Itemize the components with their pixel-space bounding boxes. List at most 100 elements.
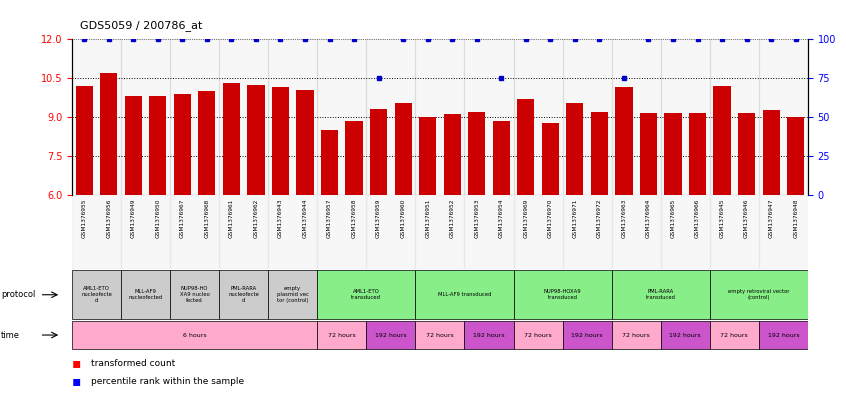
Bar bbox=[272, 87, 289, 195]
Text: NUP98-HO
XA9 nucleo
fected: NUP98-HO XA9 nucleo fected bbox=[179, 286, 210, 303]
Bar bbox=[563, 195, 612, 269]
Text: GSM1376964: GSM1376964 bbox=[646, 198, 651, 238]
Bar bbox=[394, 103, 412, 195]
Text: GSM1376950: GSM1376950 bbox=[156, 198, 160, 238]
Bar bbox=[591, 112, 608, 195]
Bar bbox=[72, 321, 317, 349]
Bar bbox=[612, 39, 661, 195]
Text: GSM1376953: GSM1376953 bbox=[475, 198, 479, 238]
Bar bbox=[710, 195, 759, 269]
Text: GSM1376958: GSM1376958 bbox=[352, 198, 356, 238]
Text: GSM1376945: GSM1376945 bbox=[720, 198, 724, 238]
Text: GSM1376960: GSM1376960 bbox=[401, 198, 405, 238]
Text: 72 hours: 72 hours bbox=[623, 332, 650, 338]
Bar bbox=[121, 39, 170, 195]
Text: GSM1376969: GSM1376969 bbox=[524, 198, 528, 238]
Bar bbox=[563, 321, 612, 349]
Text: GSM1376959: GSM1376959 bbox=[376, 198, 381, 238]
Text: 192 hours: 192 hours bbox=[669, 332, 701, 338]
Bar bbox=[415, 321, 464, 349]
Text: ▪: ▪ bbox=[72, 374, 81, 388]
Bar bbox=[121, 195, 170, 269]
Text: GSM1376962: GSM1376962 bbox=[254, 198, 258, 238]
Bar bbox=[566, 103, 584, 195]
Bar bbox=[738, 113, 755, 195]
Bar bbox=[514, 195, 563, 269]
Bar bbox=[170, 195, 219, 269]
Bar bbox=[710, 270, 808, 319]
Text: 72 hours: 72 hours bbox=[525, 332, 552, 338]
Bar bbox=[317, 321, 366, 349]
Bar bbox=[321, 130, 338, 195]
Bar bbox=[170, 39, 219, 195]
Text: GSM1376947: GSM1376947 bbox=[769, 198, 773, 238]
Text: GSM1376949: GSM1376949 bbox=[131, 198, 135, 238]
Text: GSM1376946: GSM1376946 bbox=[744, 198, 749, 238]
Bar bbox=[419, 117, 437, 195]
Bar bbox=[219, 270, 268, 319]
Bar bbox=[268, 270, 317, 319]
Bar bbox=[317, 195, 366, 269]
Bar bbox=[615, 87, 633, 195]
Bar bbox=[563, 39, 612, 195]
Text: GSM1376952: GSM1376952 bbox=[450, 198, 454, 238]
Bar bbox=[443, 114, 461, 195]
Bar bbox=[464, 39, 514, 195]
Text: GSM1376955: GSM1376955 bbox=[82, 198, 86, 238]
Text: GSM1376961: GSM1376961 bbox=[229, 198, 233, 237]
Bar bbox=[661, 39, 710, 195]
Bar bbox=[640, 113, 657, 195]
Bar bbox=[514, 321, 563, 349]
Bar bbox=[612, 321, 661, 349]
Bar bbox=[612, 195, 661, 269]
Bar bbox=[121, 270, 170, 319]
Bar bbox=[541, 123, 559, 195]
Bar bbox=[468, 112, 486, 195]
Bar bbox=[661, 195, 710, 269]
Text: GSM1376954: GSM1376954 bbox=[499, 198, 503, 238]
Bar bbox=[219, 195, 268, 269]
Bar bbox=[710, 321, 759, 349]
Text: transformed count: transformed count bbox=[91, 359, 175, 368]
Bar bbox=[689, 113, 706, 195]
Bar bbox=[710, 39, 759, 195]
Text: AML1-ETO
transduced: AML1-ETO transduced bbox=[351, 289, 382, 300]
Bar bbox=[366, 195, 415, 269]
Text: GSM1376965: GSM1376965 bbox=[671, 198, 675, 238]
Text: 192 hours: 192 hours bbox=[375, 332, 407, 338]
Text: empty retroviral vector
(control): empty retroviral vector (control) bbox=[728, 289, 789, 300]
Bar bbox=[268, 39, 317, 195]
Bar bbox=[713, 86, 731, 195]
Bar bbox=[664, 113, 682, 195]
Bar bbox=[124, 96, 142, 195]
Text: 72 hours: 72 hours bbox=[328, 332, 355, 338]
Text: percentile rank within the sample: percentile rank within the sample bbox=[91, 377, 244, 386]
Text: GSM1376972: GSM1376972 bbox=[597, 198, 602, 238]
Bar bbox=[296, 90, 314, 195]
Bar bbox=[268, 195, 317, 269]
Text: empty
plasmid vec
tor (control): empty plasmid vec tor (control) bbox=[277, 286, 309, 303]
Bar bbox=[612, 270, 710, 319]
Bar bbox=[100, 73, 118, 195]
Bar bbox=[366, 39, 415, 195]
Text: GSM1376957: GSM1376957 bbox=[327, 198, 332, 238]
Bar bbox=[370, 109, 387, 195]
Text: GSM1376966: GSM1376966 bbox=[695, 198, 700, 237]
Text: 72 hours: 72 hours bbox=[721, 332, 748, 338]
Text: MLL-AF9
nucleofected: MLL-AF9 nucleofected bbox=[129, 289, 162, 300]
Bar bbox=[198, 91, 216, 195]
Text: AML1-ETO
nucleofecte
d: AML1-ETO nucleofecte d bbox=[81, 286, 112, 303]
Text: GSM1376948: GSM1376948 bbox=[794, 198, 798, 238]
Bar bbox=[415, 270, 514, 319]
Bar bbox=[759, 321, 808, 349]
Bar bbox=[222, 83, 240, 195]
Bar bbox=[464, 195, 514, 269]
Bar bbox=[317, 270, 415, 319]
Text: GSM1376963: GSM1376963 bbox=[622, 198, 626, 238]
Bar bbox=[514, 270, 612, 319]
Text: MLL-AF9 transduced: MLL-AF9 transduced bbox=[437, 292, 492, 297]
Text: GSM1376968: GSM1376968 bbox=[205, 198, 209, 238]
Text: 192 hours: 192 hours bbox=[473, 332, 505, 338]
Bar bbox=[759, 195, 808, 269]
Text: 192 hours: 192 hours bbox=[767, 332, 799, 338]
